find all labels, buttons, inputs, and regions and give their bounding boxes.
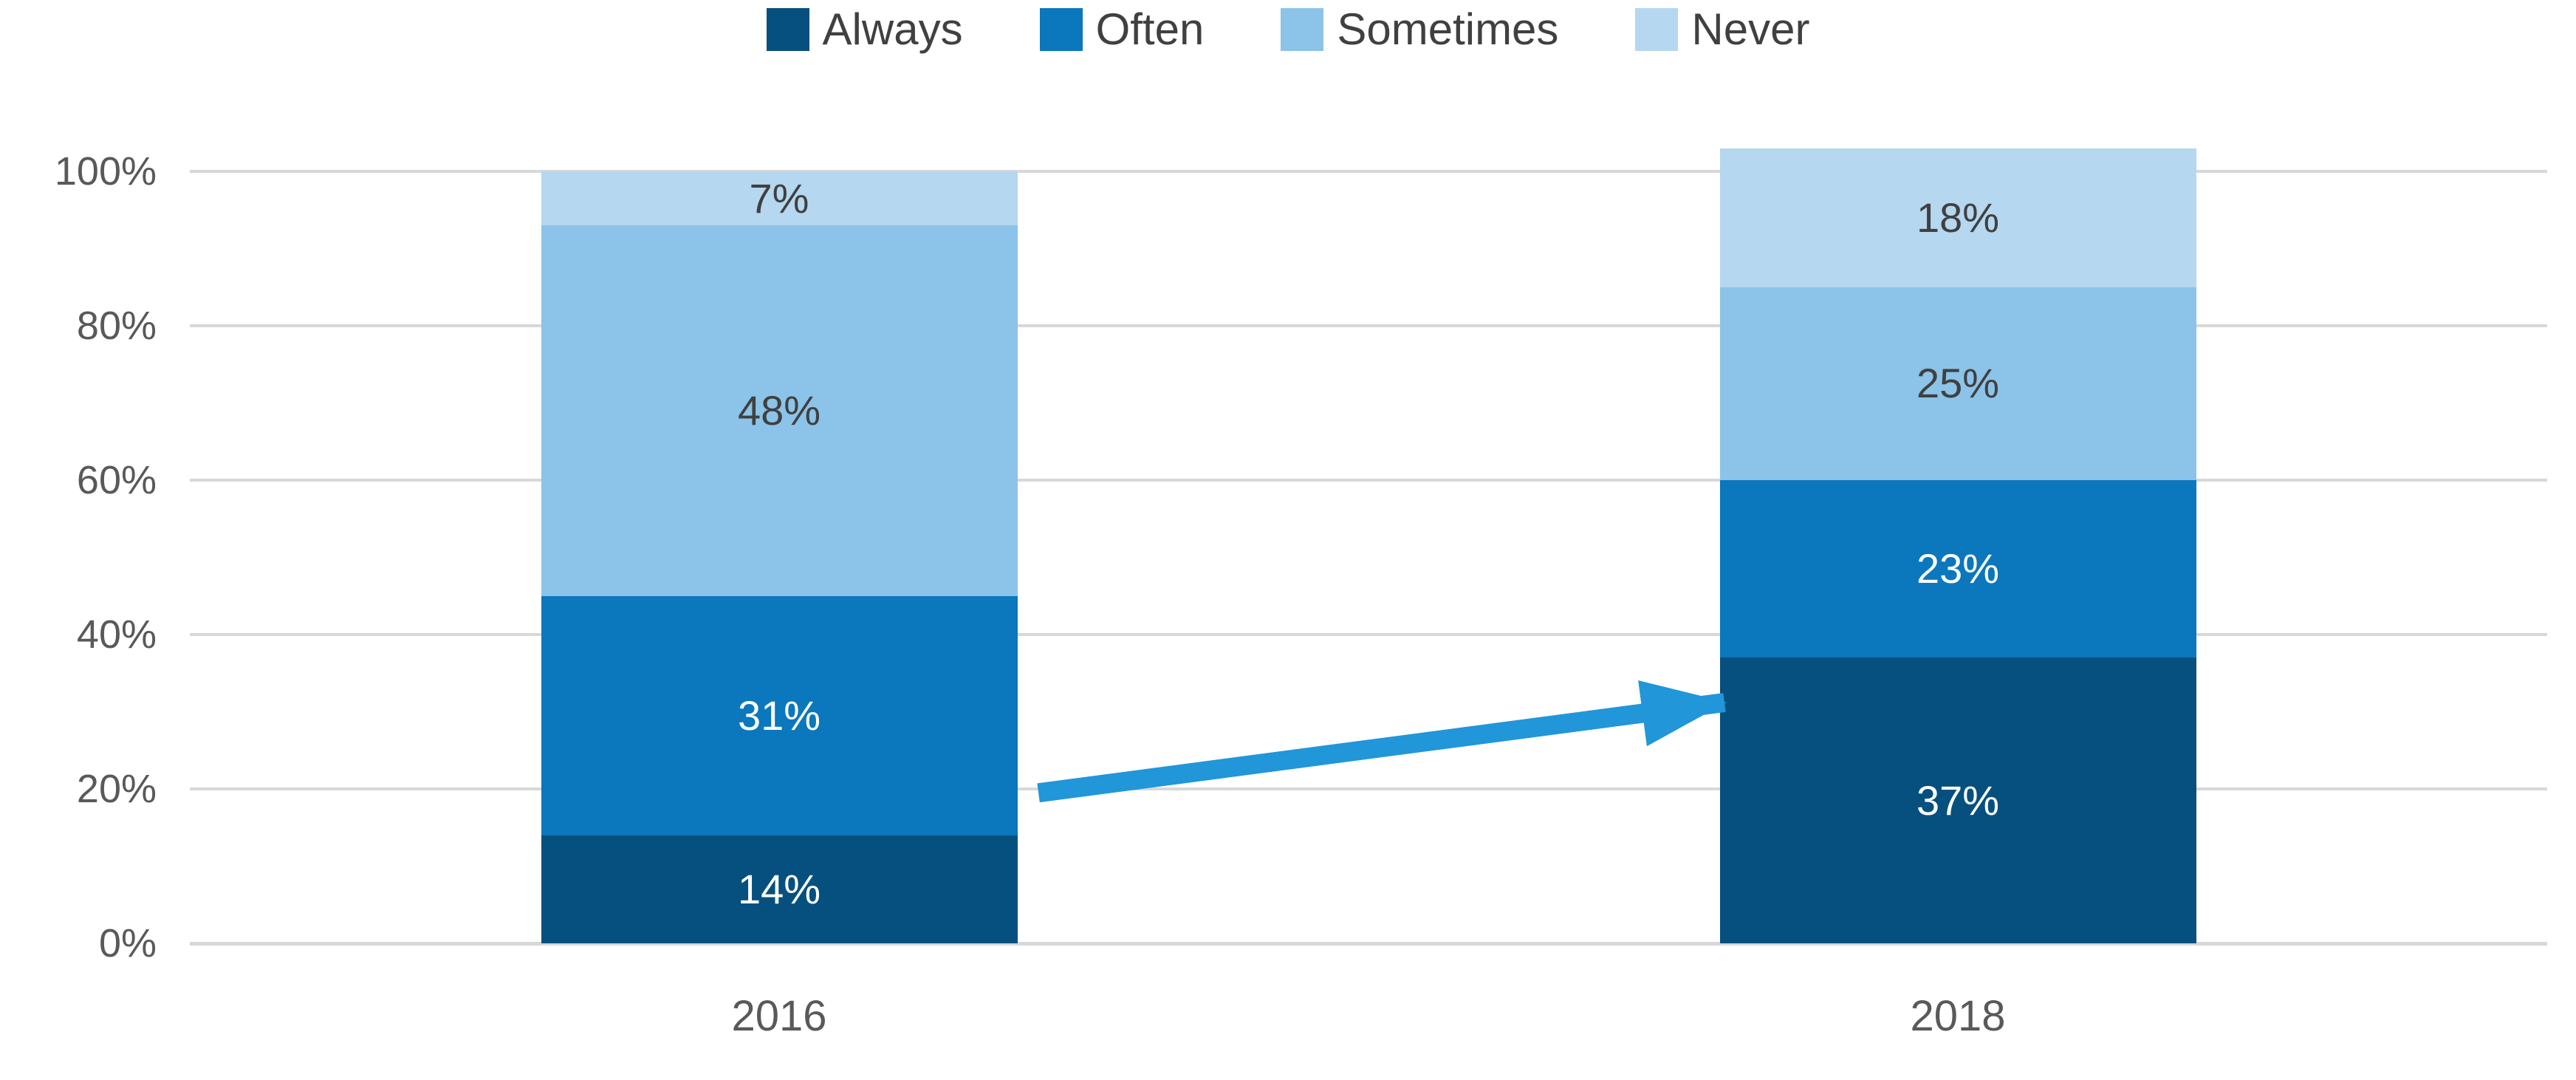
legend-swatch-icon: [1281, 8, 1324, 51]
data-label: 23%: [1916, 545, 2000, 592]
x-axis-category-labels: 2016 2018: [190, 943, 2547, 1047]
legend-label: Sometimes: [1337, 4, 1559, 54]
data-label: 37%: [1916, 776, 2000, 824]
gridline-80: [190, 324, 2547, 327]
bar-segment-2018-always: 37%: [1719, 657, 2196, 943]
x-tick-label-2018: 2018: [1910, 992, 2006, 1040]
chart-legend: Always Often Sometimes Never: [0, 7, 2576, 52]
plot-area: 14% 31% 48% 7% 37% 23% 25% 18%: [190, 148, 2547, 946]
gridline-60: [190, 479, 2547, 482]
data-label: 25%: [1916, 360, 2000, 407]
y-axis-tick-labels: 0% 20% 40% 60% 80% 100%: [0, 151, 157, 963]
legend-item-sometimes: Sometimes: [1281, 7, 1558, 52]
bar-segment-2018-never: 18%: [1719, 148, 2196, 287]
legend-item-often: Often: [1039, 4, 1205, 54]
bar-segment-2018-sometimes: 25%: [1719, 287, 2196, 480]
y-tick-label: 100%: [54, 149, 157, 194]
bar-segment-2018-often: 23%: [1719, 480, 2196, 658]
bar-segment-2016-often: 31%: [541, 595, 1018, 835]
legend-label: Always: [822, 4, 963, 54]
bar-segment-2016-always: 14%: [541, 835, 1018, 943]
data-label: 7%: [749, 174, 809, 222]
y-tick-label: 0%: [98, 921, 157, 965]
data-label: 14%: [737, 865, 821, 912]
legend-label: Often: [1095, 4, 1205, 54]
data-label: 18%: [1916, 194, 2000, 241]
y-tick-label: 40%: [76, 612, 157, 657]
y-tick-label: 20%: [76, 767, 157, 811]
gridline-100: [190, 170, 2547, 173]
y-tick-label: 80%: [76, 304, 157, 348]
trend-arrow: [1037, 680, 1727, 803]
gridline-20: [190, 787, 2547, 790]
bar-segment-2016-never: 7%: [541, 171, 1018, 226]
gridline-0: [190, 942, 2547, 946]
legend-swatch-icon: [766, 8, 809, 51]
gridline-40: [190, 633, 2547, 636]
legend-label: Never: [1691, 4, 1810, 54]
legend-item-always: Always: [766, 4, 963, 54]
legend-swatch-icon: [1635, 8, 1679, 51]
bar-segment-2016-sometimes: 48%: [541, 225, 1018, 596]
data-label: 31%: [737, 691, 821, 739]
gridlines-layer: [190, 170, 2547, 946]
data-label: 48%: [737, 386, 821, 434]
bars-layer: 14% 31% 48% 7% 37% 23% 25% 18%: [190, 148, 2547, 943]
x-tick-label-2016: 2016: [731, 992, 827, 1040]
y-tick-label: 60%: [76, 458, 157, 502]
legend-swatch-icon: [1039, 8, 1083, 51]
legend-item-never: Never: [1635, 7, 1809, 52]
